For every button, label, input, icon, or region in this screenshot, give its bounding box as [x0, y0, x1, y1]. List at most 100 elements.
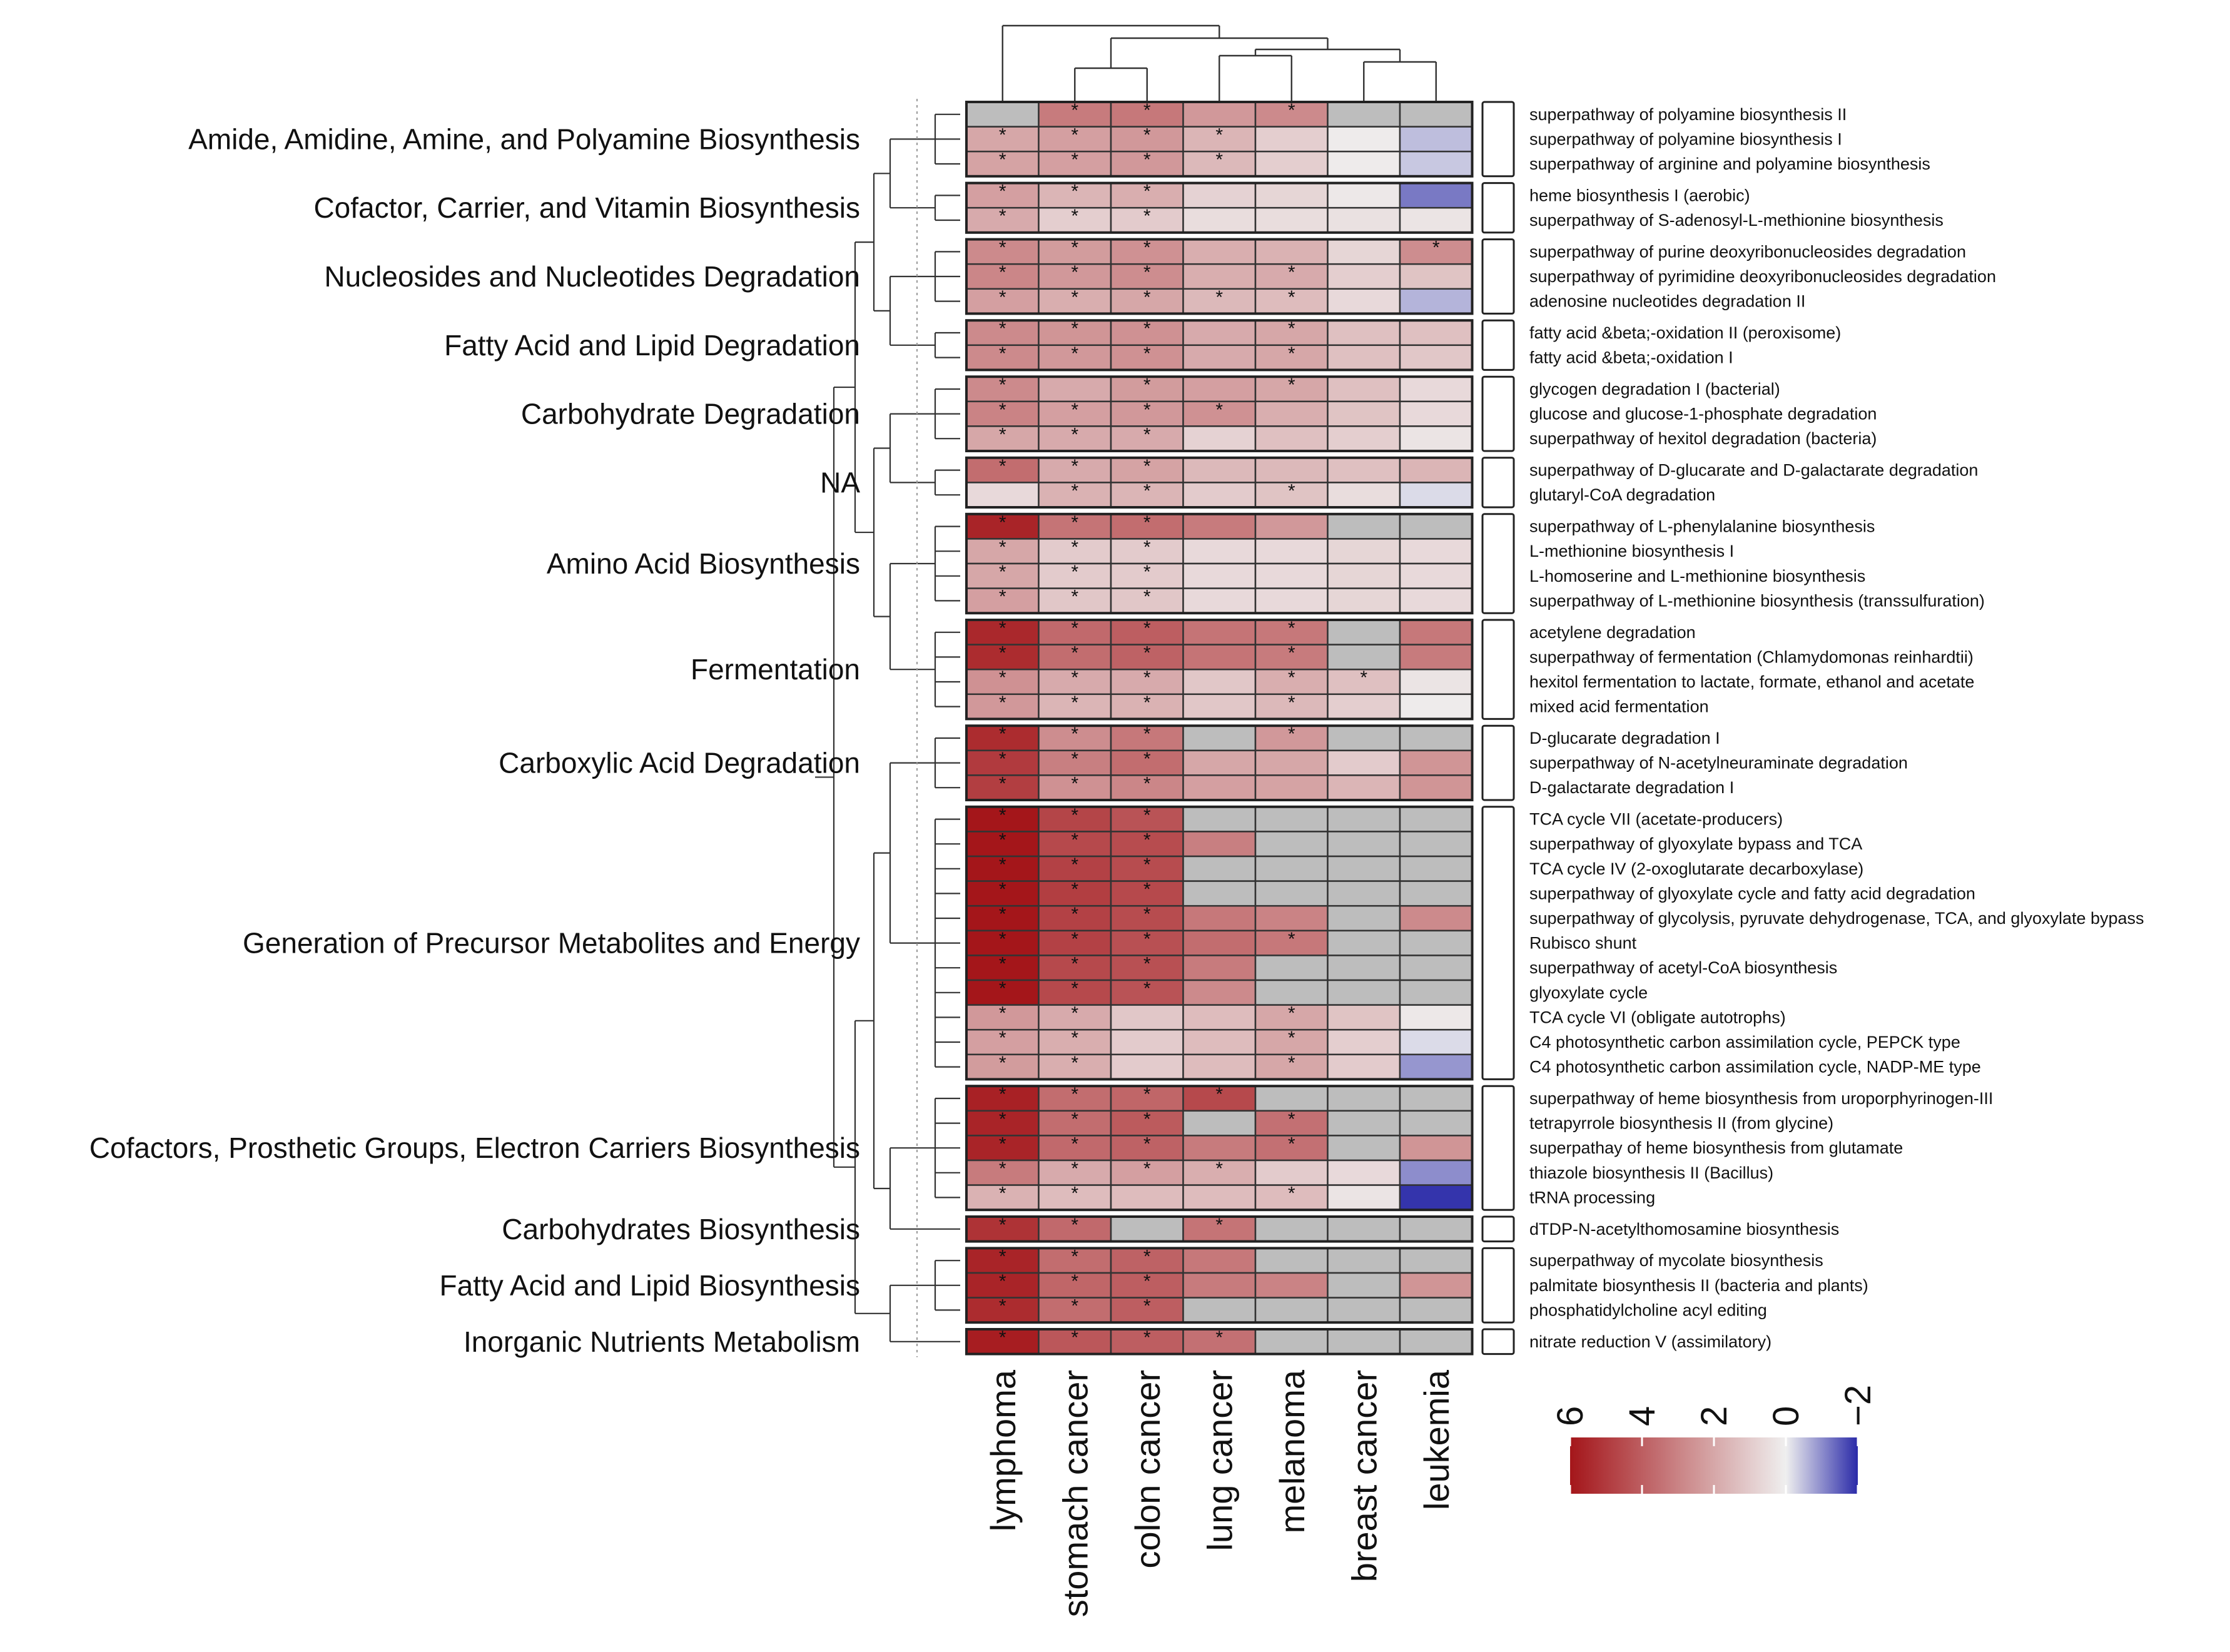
- group-annotation-box: [1481, 457, 1515, 509]
- significance-star: *: [999, 343, 1006, 364]
- significance-star: *: [1071, 1053, 1078, 1073]
- heatmap-cell: [1038, 457, 1112, 484]
- significance-star: *: [1143, 929, 1151, 950]
- heatmap-cell: [965, 930, 1040, 956]
- group-annotation-box: [1481, 1085, 1515, 1211]
- significance-star: *: [1071, 1271, 1078, 1292]
- significance-star: *: [1288, 375, 1295, 395]
- pathway-labels: superpathway of polyamine biosynthesis I…: [1529, 105, 2144, 1351]
- significance-star: *: [999, 1084, 1006, 1105]
- significance-star: *: [1071, 480, 1078, 501]
- significance-star: *: [1143, 456, 1151, 477]
- category-label: Carboxylic Acid Degradation: [499, 747, 860, 779]
- significance-star: *: [1215, 287, 1223, 308]
- significance-star: *: [1143, 1084, 1151, 1105]
- heatmap-cell: [1399, 1110, 1473, 1137]
- group-outline: [965, 1328, 1474, 1356]
- legend-tick-label: −2: [1838, 1385, 1878, 1426]
- significance-star: *: [999, 1271, 1006, 1292]
- significance-star: *: [999, 287, 1006, 308]
- category-label: Fermentation: [691, 653, 860, 686]
- significance-star: *: [1143, 125, 1151, 146]
- heatmap-cell: [1182, 375, 1257, 403]
- significance-star: *: [1215, 400, 1223, 420]
- significance-star: *: [1143, 854, 1151, 875]
- pathway-label: superpathway of arginine and polyamine b…: [1529, 155, 1930, 173]
- category-label: Fatty Acid and Lipid Degradation: [444, 329, 860, 362]
- significance-star: *: [999, 749, 1006, 769]
- heatmap-cell: [1254, 1085, 1329, 1112]
- significance-star: *: [999, 854, 1006, 875]
- significance-star: *: [1071, 1003, 1078, 1024]
- heatmap-cell: [1110, 562, 1184, 589]
- heatmap-cell: [1110, 1110, 1184, 1137]
- significance-star: *: [1288, 692, 1295, 713]
- heatmap-cell: [1399, 425, 1473, 452]
- category-label: Cofactor, Carrier, and Vitamin Biosynthe…: [313, 191, 860, 224]
- pathway-label: superpathway of polyamine biosynthesis I…: [1529, 105, 1847, 124]
- pathway-label: mixed acid fermentation: [1529, 697, 1709, 716]
- heatmap-cell: [1399, 693, 1473, 720]
- significance-star: *: [1143, 318, 1151, 339]
- significance-star: *: [999, 829, 1006, 850]
- heatmap-cell: [1327, 1184, 1401, 1211]
- significance-star: *: [999, 1028, 1006, 1048]
- heatmap-cell: [1327, 1085, 1401, 1112]
- significance-star: *: [1143, 1158, 1151, 1179]
- pathway-label: nitrate reduction V (assimilatory): [1529, 1332, 1771, 1351]
- significance-star: *: [1071, 262, 1078, 283]
- heatmap-cell: [1038, 1272, 1112, 1299]
- significance-star: *: [1143, 100, 1151, 121]
- heatmap-cell: [1327, 513, 1401, 540]
- group-annotation-box: [1481, 1247, 1515, 1324]
- significance-star: *: [1071, 953, 1078, 974]
- heatmap-cell: [1327, 855, 1401, 882]
- heatmap-cell: [1254, 126, 1329, 153]
- group-annotation-box: [1481, 1215, 1515, 1243]
- heatmap-cell: [965, 319, 1040, 347]
- heatmap-cell: [1110, 905, 1184, 932]
- column-label: lymphoma: [983, 1369, 1023, 1531]
- significance-star: *: [999, 773, 1006, 794]
- significance-star: *: [1143, 643, 1151, 664]
- heatmap-cell: [1182, 749, 1257, 776]
- heatmap-cell: [1399, 668, 1473, 696]
- heatmap-cell: [1110, 955, 1184, 981]
- significance-star: *: [999, 1296, 1006, 1317]
- significance-star: *: [999, 953, 1006, 974]
- significance-star: *: [1215, 149, 1223, 170]
- heatmap-cell: [1399, 587, 1473, 614]
- heatmap-cell: [1399, 880, 1473, 907]
- heatmap-cell: [1110, 831, 1184, 858]
- group-annotation-box: [1481, 182, 1515, 234]
- heatmap-cell: [1182, 587, 1257, 614]
- heatmap-cell: [1327, 831, 1401, 858]
- pathway-label: hexitol fermentation to lactate, formate…: [1529, 672, 1974, 691]
- significance-star: *: [1215, 1084, 1223, 1105]
- heatmap-cell: [1327, 1215, 1401, 1242]
- significance-star: *: [1143, 749, 1151, 769]
- heatmap-cell: [1254, 831, 1329, 858]
- row-dendrogram: [815, 99, 960, 1357]
- significance-star: *: [1143, 238, 1151, 258]
- heatmap-cell: [965, 619, 1040, 646]
- heatmap-cell: [1399, 724, 1473, 752]
- heatmap-cell: [1110, 482, 1184, 509]
- heatmap-cell: [1399, 1247, 1473, 1274]
- significance-star: *: [999, 149, 1006, 170]
- category-label: Fatty Acid and Lipid Biosynthesis: [440, 1269, 860, 1302]
- heatmap-cell: [1399, 749, 1473, 776]
- heatmap-cell: [1327, 400, 1401, 427]
- category-label: Nucleosides and Nucleotides Degradation: [324, 260, 860, 293]
- heatmap-cell: [1327, 1247, 1401, 1274]
- significance-star: *: [1288, 343, 1295, 364]
- significance-star: *: [1143, 512, 1151, 533]
- significance-star: *: [1143, 375, 1151, 395]
- heatmap-cell: [1110, 1184, 1184, 1211]
- significance-star: *: [1071, 904, 1078, 925]
- pathway-label: superpathway of L-phenylalanine biosynth…: [1529, 517, 1875, 536]
- significance-star: *: [1288, 643, 1295, 664]
- pathway-label: fatty acid &beta;-oxidation II (peroxiso…: [1529, 323, 1841, 342]
- significance-star: *: [999, 805, 1006, 826]
- significance-star: *: [1143, 1271, 1151, 1292]
